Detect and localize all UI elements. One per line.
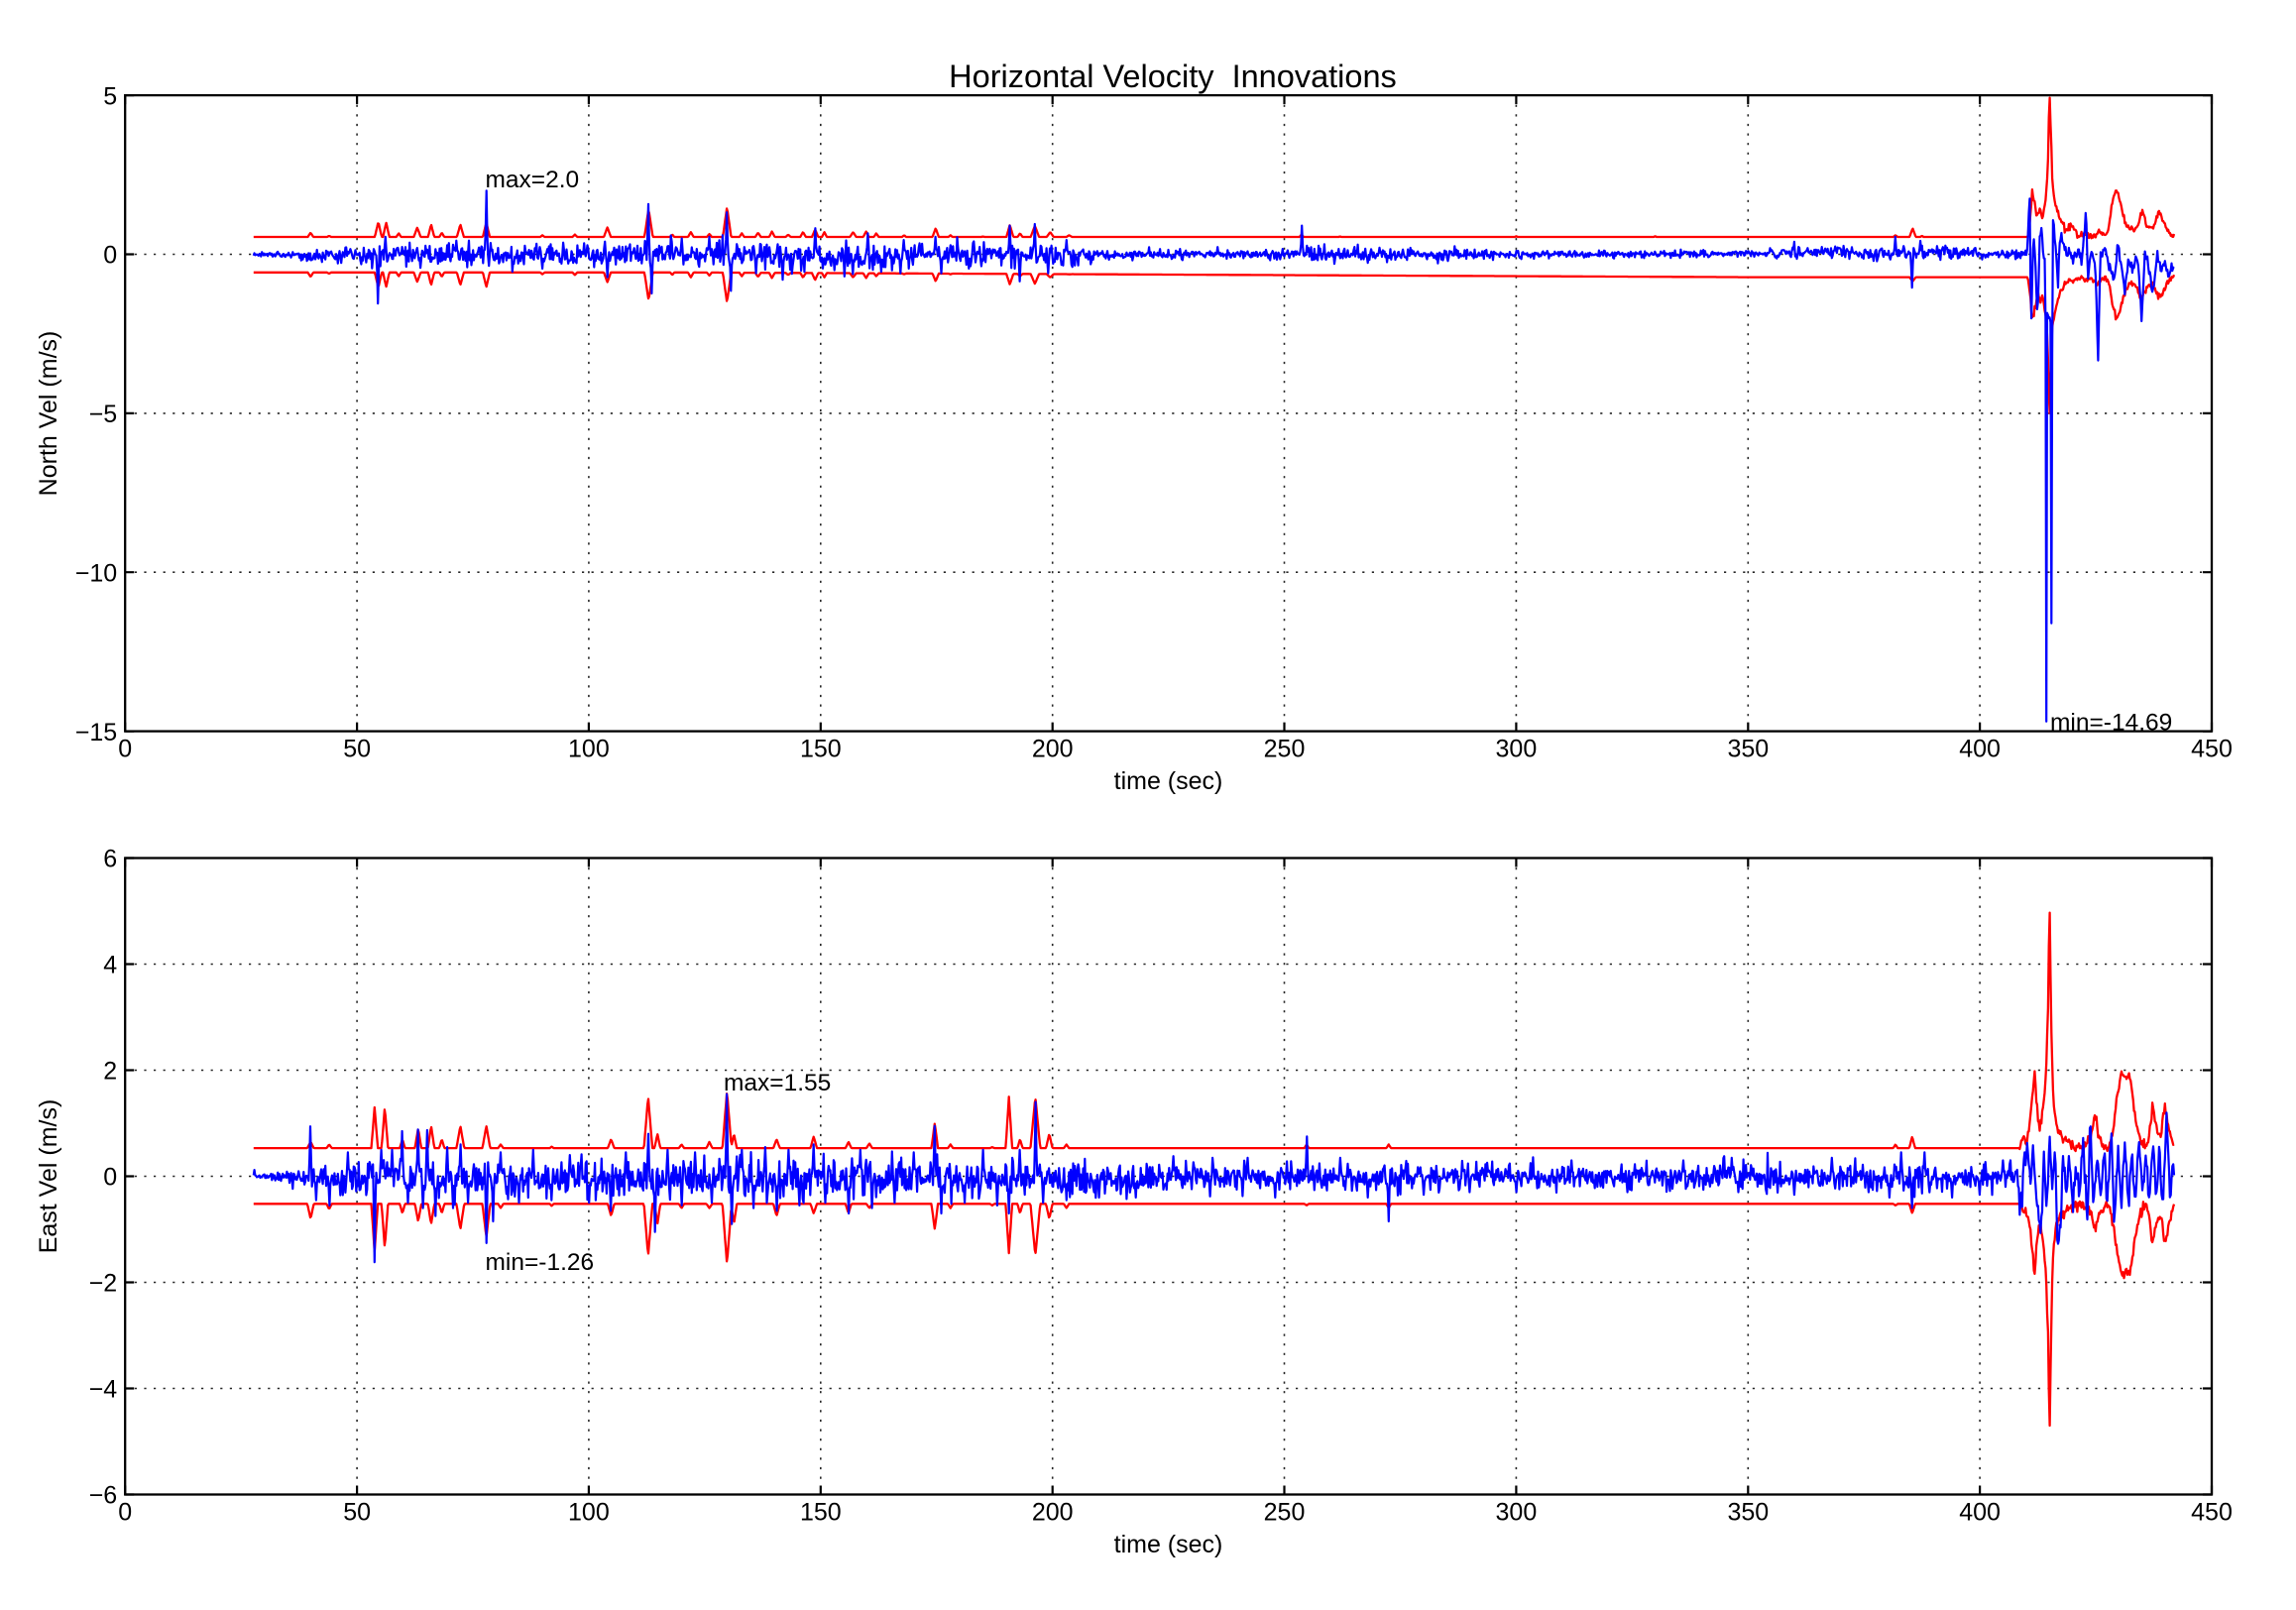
svg-text:max=1.55: max=1.55: [724, 1070, 831, 1096]
svg-text:2: 2: [103, 1058, 117, 1086]
svg-text:250: 250: [1264, 1499, 1306, 1527]
svg-text:−2: −2: [89, 1270, 118, 1298]
svg-text:min=-14.69: min=-14.69: [2050, 710, 2172, 737]
svg-text:450: 450: [2191, 1499, 2233, 1527]
svg-text:350: 350: [1727, 1499, 1769, 1527]
svg-text:0: 0: [118, 1499, 132, 1527]
svg-text:0: 0: [118, 736, 132, 763]
svg-text:100: 100: [568, 736, 610, 763]
svg-text:350: 350: [1727, 736, 1769, 763]
svg-text:250: 250: [1264, 736, 1306, 763]
svg-text:time (sec): time (sec): [1114, 767, 1223, 795]
svg-text:150: 150: [800, 736, 842, 763]
svg-text:150: 150: [800, 1499, 842, 1527]
svg-text:−6: −6: [89, 1482, 118, 1510]
svg-text:6: 6: [103, 846, 117, 873]
svg-text:−4: −4: [89, 1376, 118, 1404]
svg-text:400: 400: [1959, 1499, 2001, 1527]
svg-text:300: 300: [1496, 736, 1538, 763]
svg-text:400: 400: [1959, 736, 2001, 763]
svg-text:50: 50: [343, 736, 371, 763]
svg-text:4: 4: [103, 952, 117, 979]
svg-text:min=-1.26: min=-1.26: [486, 1249, 595, 1276]
svg-text:−15: −15: [75, 719, 117, 747]
svg-text:time (sec): time (sec): [1114, 1531, 1223, 1558]
svg-text:−10: −10: [75, 560, 117, 588]
svg-text:Horizontal Velocity Innovatio: Horizontal Velocity Innovations: [949, 58, 1397, 94]
svg-text:100: 100: [568, 1499, 610, 1527]
svg-text:200: 200: [1032, 1499, 1074, 1527]
svg-text:450: 450: [2191, 736, 2233, 763]
svg-text:50: 50: [343, 1499, 371, 1527]
svg-text:North Vel (m/s): North Vel (m/s): [35, 331, 62, 497]
svg-text:0: 0: [103, 242, 117, 270]
svg-text:max=2.0: max=2.0: [486, 167, 580, 193]
svg-text:East Vel (m/s): East Vel (m/s): [35, 1099, 62, 1254]
svg-text:300: 300: [1496, 1499, 1538, 1527]
svg-text:5: 5: [103, 82, 117, 110]
svg-text:200: 200: [1032, 736, 1074, 763]
svg-text:−5: −5: [89, 401, 118, 428]
svg-text:0: 0: [103, 1164, 117, 1192]
